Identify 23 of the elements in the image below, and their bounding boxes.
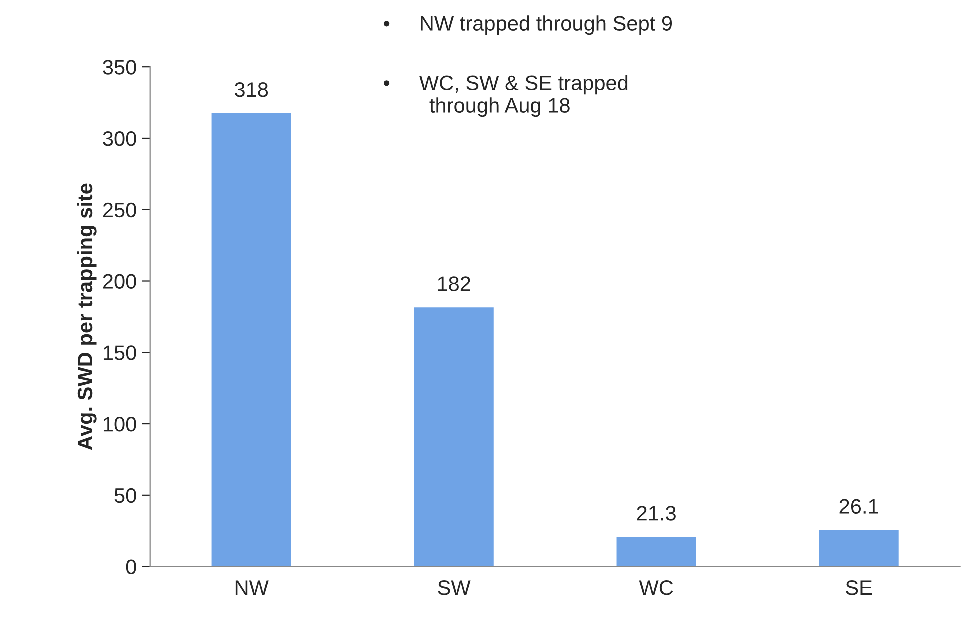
y-tick-label: 0 — [126, 560, 136, 575]
bar — [210, 112, 293, 567]
y-axis-title: Avg. SWD per trapping site — [77, 184, 97, 450]
x-tick-label: WC — [639, 580, 674, 596]
bar — [615, 536, 698, 567]
data-label: 318 — [235, 82, 268, 98]
x-tick-label: NW — [236, 580, 269, 596]
y-tick-label: 300 — [103, 131, 136, 146]
y-tick-label: 200 — [103, 274, 136, 290]
x-tick-label: SE — [846, 580, 872, 596]
y-tick-label: 250 — [103, 202, 136, 218]
y-tick-label: 150 — [104, 346, 136, 360]
bar — [412, 306, 496, 567]
y-tick-label: 100 — [104, 417, 136, 432]
x-tick-label: SW — [438, 580, 471, 596]
data-label: 21.3 — [637, 506, 676, 521]
y-tick-label: 50 — [114, 488, 136, 504]
data-label: 26.1 — [840, 499, 878, 514]
data-label: 182 — [438, 276, 470, 292]
bar — [818, 528, 900, 567]
annotation: • WC, SW & SE trapped through Aug 18 — [384, 75, 628, 118]
y-tick-label: 350 — [103, 60, 136, 75]
text: • NW trapped through Sept 9 — [384, 16, 672, 36]
